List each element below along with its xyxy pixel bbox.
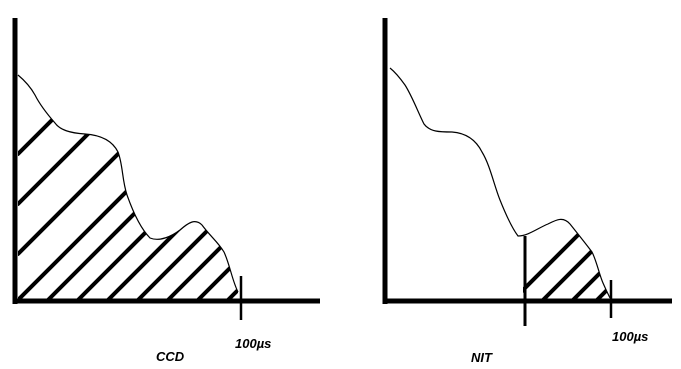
right-panel: 100µs NIT <box>382 18 672 365</box>
right-caption: NIT <box>471 350 493 365</box>
right-decay-curve <box>389 67 611 299</box>
right-time-label: 100µs <box>612 329 648 344</box>
left-time-label: 100µs <box>235 336 271 351</box>
left-decay-curve <box>17 74 239 293</box>
left-caption: CCD <box>156 349 185 364</box>
